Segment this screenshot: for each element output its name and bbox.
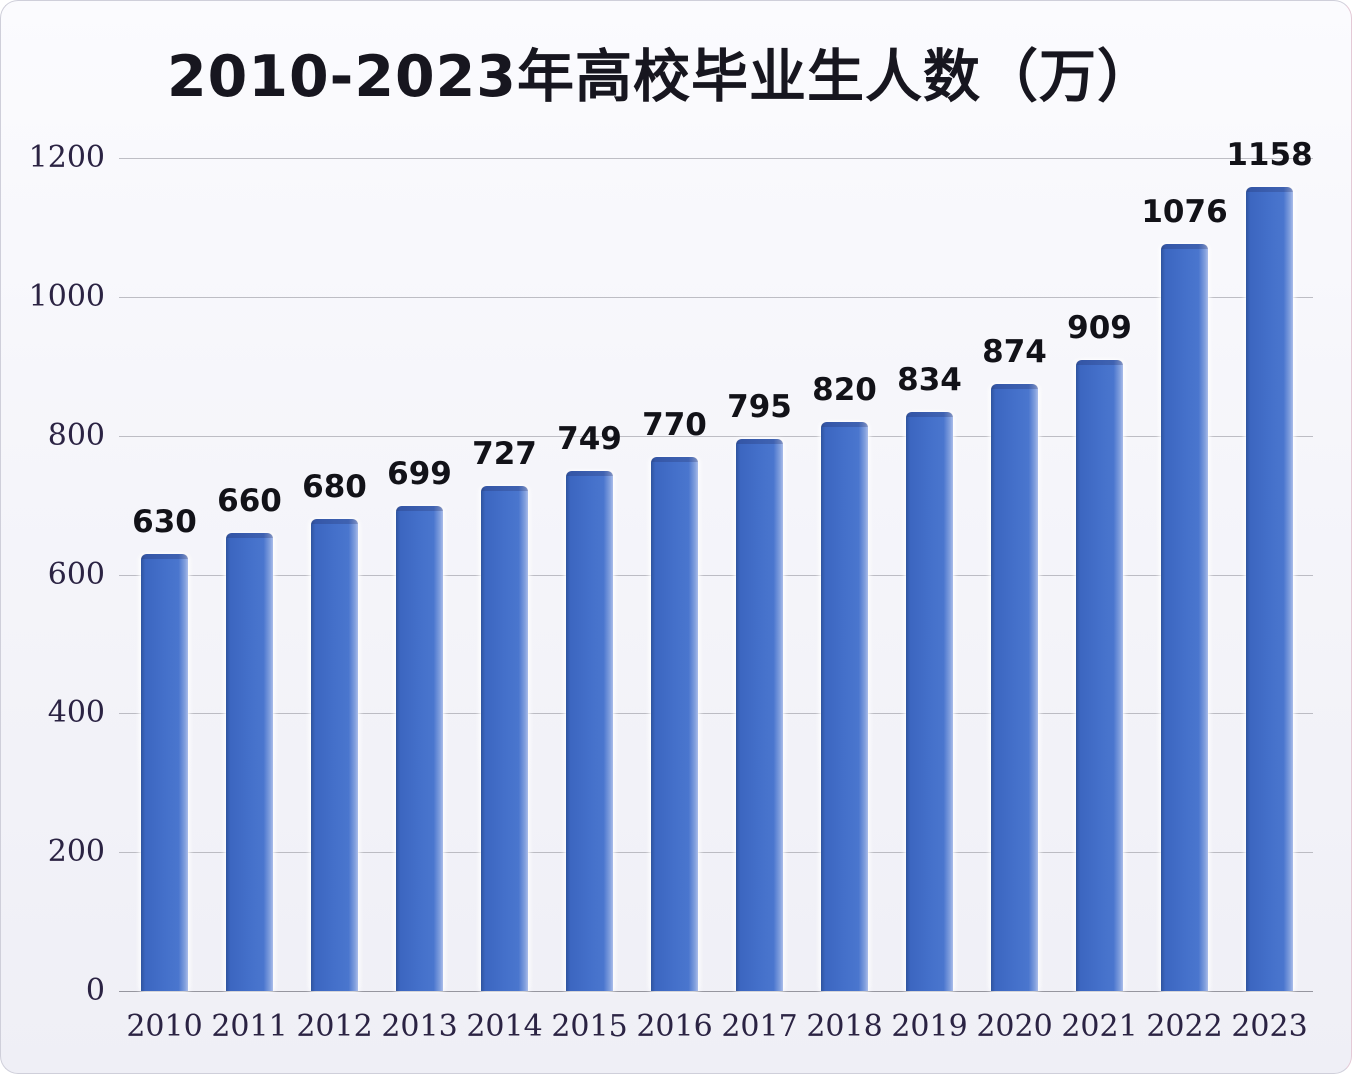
x-tick-label: 2020 [976,1009,1053,1044]
bar-value-label: 699 [387,455,452,492]
bar-value-label: 874 [982,334,1047,371]
x-tick-label: 2021 [1061,1009,1138,1044]
bar-value-label: 660 [217,482,282,519]
bar-group: 909 2021 [1061,158,1137,1044]
gridline [119,158,1313,159]
bar [906,412,953,991]
gridline [119,574,1313,576]
bar [396,505,443,991]
x-tick-label: 2019 [891,1009,968,1044]
bar [481,486,528,991]
bar-group: 770 2016 [636,158,712,1045]
x-tick-label: 2015 [551,1009,628,1044]
x-tick-label: 2012 [296,1009,373,1044]
bar-group: 1076 2022 [1141,158,1227,1044]
y-tick-label: 200 [47,834,105,870]
y-tick-label: 1000 [28,278,105,314]
bar-group: 874 2020 [976,158,1052,1044]
x-tick-label: 2010 [126,1009,203,1044]
x-tick-label: 2023 [1231,1009,1308,1044]
bar-value-label: 1076 [1141,194,1228,231]
y-tick-label: 800 [47,417,105,453]
bar [226,532,273,991]
x-tick-label: 2018 [806,1009,883,1044]
x-axis-line [119,991,1313,992]
gridline [119,713,1313,715]
y-tick-label: 0 [85,973,105,1008]
bar-group: 630 2010 [126,158,202,1044]
x-tick-label: 2014 [466,1009,543,1044]
y-tick-label: 400 [47,695,105,731]
gridline [119,852,1313,854]
x-tick-label: 2013 [381,1009,458,1044]
x-tick-label: 2022 [1146,1009,1223,1044]
bar-value-label: 795 [727,389,792,426]
y-tick-label: 1200 [28,140,105,175]
bar-value-label: 630 [132,503,197,540]
bar-group: 660 2011 [211,158,287,1044]
bar-group: 795 2017 [721,158,797,1044]
bar [821,421,868,991]
bar-value-label: 749 [557,421,622,458]
bar [991,384,1038,991]
bar-group: 727 2014 [466,158,542,1044]
plot-area: 630 2010 660 2011 680 2012 699 2013 727 2014 749 20… [119,137,1313,1045]
bar-group: 820 2018 [806,158,882,1044]
bar-value-label: 727 [472,436,537,473]
y-axis-labels: 0 200 400 600 800 1000 1200 [1,143,105,1006]
bar [1076,360,1123,991]
x-tick-label: 2016 [636,1009,713,1044]
x-tick-label: 2017 [721,1009,798,1044]
bar [566,471,613,991]
bar-value-label: 820 [812,371,877,408]
bar [141,553,188,991]
bar [651,456,698,991]
gridline [119,296,1313,298]
bar-value-label: 770 [642,406,707,443]
bar-value-label: 680 [302,468,367,505]
bar-group: 834 2019 [891,158,967,1044]
bar [1246,187,1293,991]
x-tick-label: 2011 [211,1009,288,1044]
bar-group: 749 2015 [551,158,627,1044]
y-tick-label: 600 [47,556,105,592]
gridline [119,435,1313,437]
bar-group: 1158 2023 [1226,137,1312,1044]
bar-value-label: 834 [897,362,962,399]
bar [311,518,358,991]
bar-value-label: 909 [1067,310,1132,347]
bar [1161,244,1208,991]
chart-title: 2010-2023年高校毕业生人数（万） [167,44,1155,110]
bar-value-label: 1158 [1226,137,1313,174]
bar-group: 699 2013 [381,158,457,1044]
bar [736,439,783,991]
bar-group: 680 2012 [296,158,372,1044]
